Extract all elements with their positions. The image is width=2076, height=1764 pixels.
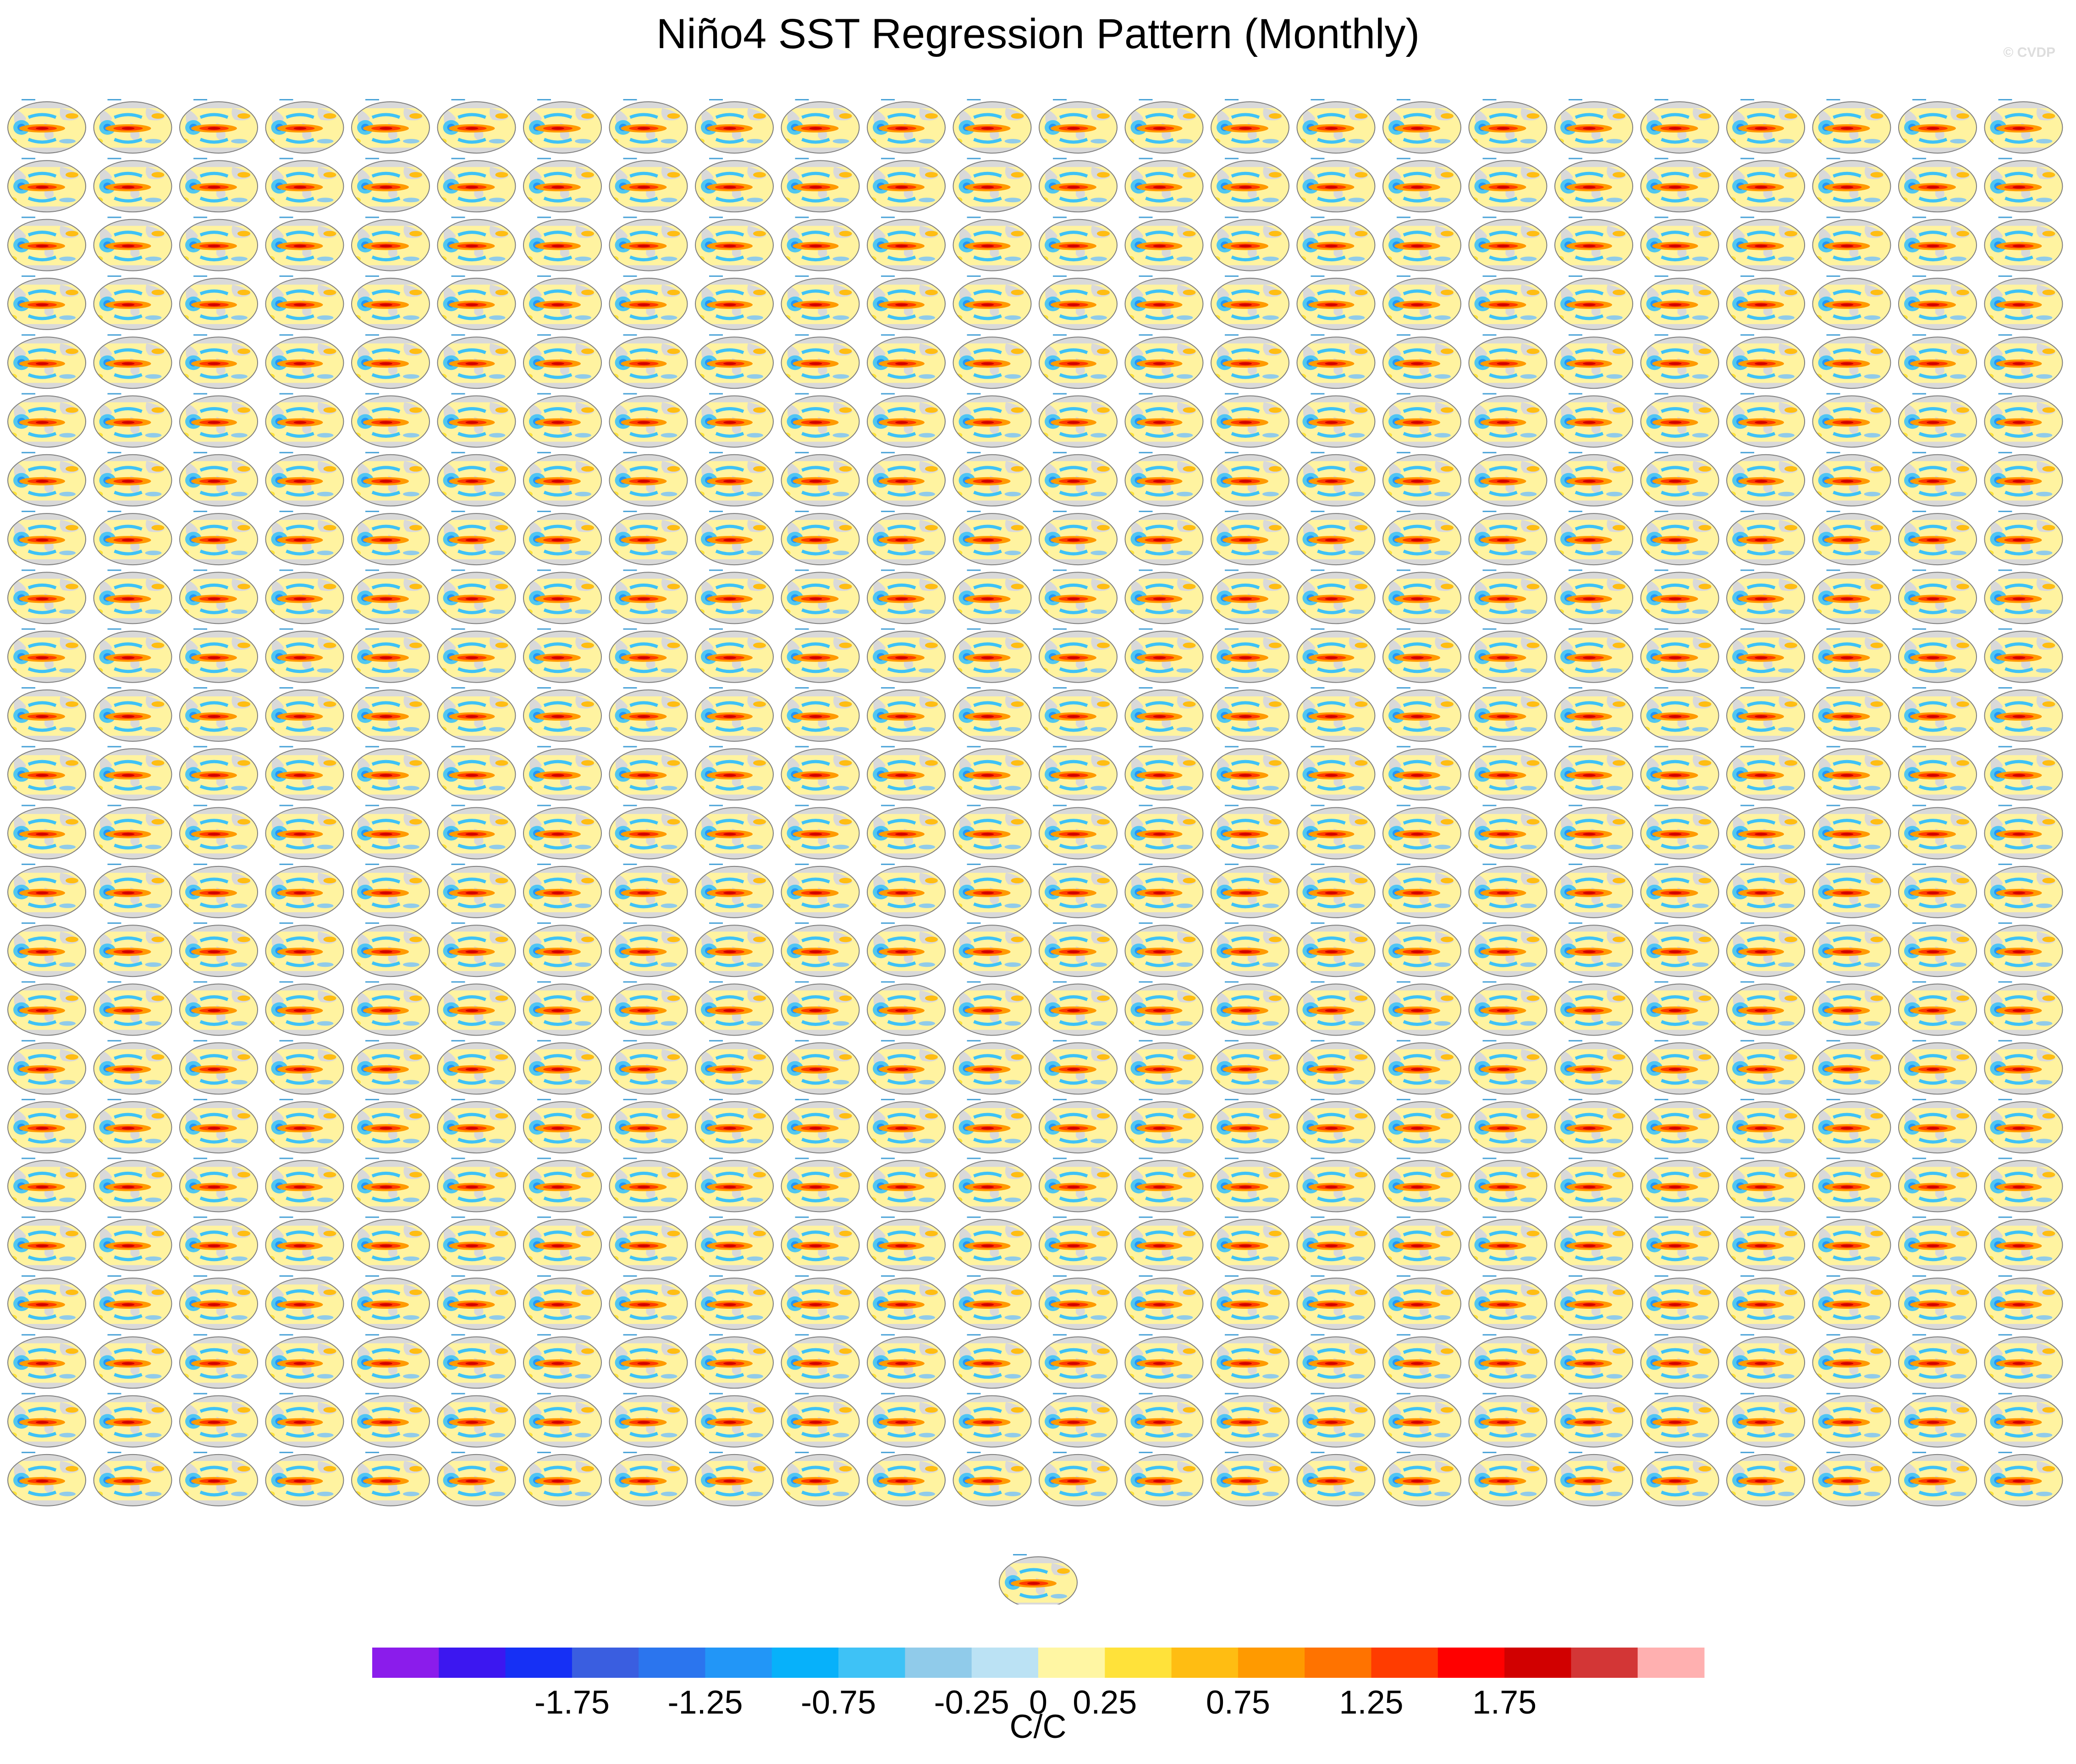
colorbar-box [905, 1648, 972, 1678]
colorbar-tick-label: -1.75 [534, 1684, 610, 1721]
colorbar-box [1038, 1648, 1105, 1678]
colorbar-box [1171, 1648, 1239, 1678]
colorbar-tick-label: 0.75 [1206, 1684, 1270, 1721]
colorbar-box [1238, 1648, 1305, 1678]
colorbar-box [505, 1648, 573, 1678]
colorbar-box [639, 1648, 705, 1678]
colorbar-tick-label: 0 [1029, 1684, 1047, 1721]
colorbar-box [1571, 1648, 1638, 1678]
colorbar-tick-label: 1.75 [1472, 1684, 1536, 1721]
colorbar-box [1637, 1648, 1705, 1678]
colorbar-box [705, 1648, 772, 1678]
colorbar-box [1371, 1648, 1438, 1678]
colorbar-tick-label: 0.25 [1073, 1684, 1137, 1721]
colorbar-units: C/C [1009, 1709, 1067, 1745]
colorbar-box [1305, 1648, 1371, 1678]
colorbar-box [771, 1648, 839, 1678]
colorbar-tick-label: -1.25 [667, 1684, 743, 1721]
colorbar-box [971, 1648, 1039, 1678]
colorbar-box [838, 1648, 905, 1678]
colorbar-box [1105, 1648, 1172, 1678]
page-title: Niño4 SST Regression Pattern (Monthly) [656, 11, 1420, 57]
colorbar-tick-label: -0.25 [934, 1684, 1009, 1721]
watermark: © CVDP [2003, 45, 2055, 60]
colorbar-box [372, 1648, 439, 1678]
colorbar-box [439, 1648, 506, 1678]
colorbar-box [1504, 1648, 1571, 1678]
colorbar-tick-label: 1.25 [1339, 1684, 1403, 1721]
colorbar-box [1437, 1648, 1505, 1678]
colorbar-box [572, 1648, 639, 1678]
colorbar-tick-label: -0.75 [801, 1684, 876, 1721]
